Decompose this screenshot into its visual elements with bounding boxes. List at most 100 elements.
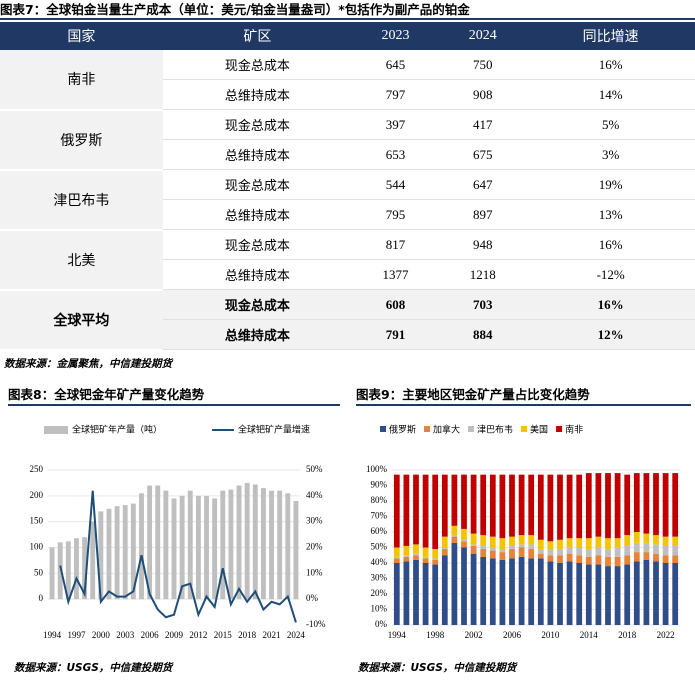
y2-tick-label: 0% [306, 593, 319, 603]
legend-label: 南非 [565, 424, 583, 436]
cell: 现金总成本 [162, 169, 352, 200]
bar-segment [509, 474, 515, 537]
bar [130, 503, 136, 600]
bar-segment [672, 473, 679, 537]
x-tick-label: 2000 [92, 630, 111, 640]
table-source: 数据来源：金属聚焦，中信建投期货 [4, 358, 172, 370]
bar-segment [432, 549, 439, 559]
header-cell: 2024 [439, 22, 527, 50]
bar-segment [547, 474, 554, 542]
header-cell: 国家 [0, 22, 163, 50]
bar-segment [509, 545, 515, 550]
table-row: 总维持成本 797 908 14% [0, 79, 695, 110]
legend-swatch [521, 426, 528, 432]
bar-segment [624, 555, 631, 565]
bar-segment [624, 545, 631, 556]
bar-segment [403, 545, 410, 556]
y-tick-label: 100% [366, 464, 388, 474]
bar-segment [441, 547, 448, 550]
bar-segment [643, 552, 650, 560]
legend-label: 加拿大 [433, 424, 460, 436]
table-row: 俄罗斯 现金总成本 397 417 5% [0, 109, 695, 171]
cell: 1377 [351, 259, 440, 290]
bar-segment [518, 535, 525, 545]
bar-segment [528, 474, 535, 536]
cell: 908 [439, 79, 527, 110]
y-tick-label: 80% [371, 495, 388, 505]
bar-segment [662, 555, 669, 563]
bar-segment [566, 553, 573, 562]
x-tick-label: 2009 [165, 630, 184, 640]
x-tick-label: 2006 [503, 630, 522, 640]
x-tick-label: 2006 [141, 630, 160, 640]
bar-segment [643, 542, 650, 553]
cell: 795 [351, 199, 440, 230]
y-tick-label: 40% [371, 557, 388, 567]
y2-tick-label: 30% [306, 516, 323, 526]
y-tick-label: 0% [375, 619, 388, 629]
bar [65, 541, 71, 600]
bar [277, 490, 283, 600]
header-cell: 2023 [351, 22, 440, 50]
bar-segment [422, 556, 429, 559]
bar-segment [633, 532, 640, 543]
y-tick-label: 0 [39, 593, 44, 603]
bar-segment [585, 564, 592, 625]
bar-segment [624, 474, 631, 536]
bar-segment [393, 563, 400, 625]
bar-segment [470, 545, 477, 554]
legend-label: 全球钯矿产量增速 [238, 424, 310, 436]
x-tick-label: 2012 [189, 630, 207, 640]
cell: 817 [351, 229, 440, 260]
header-cell: 矿区 [162, 22, 352, 50]
bar [49, 547, 55, 600]
bar-segment [489, 547, 496, 551]
bar-segment [432, 559, 439, 565]
cell: 897 [439, 199, 527, 230]
bar-segment [576, 563, 583, 625]
bar-segment [547, 555, 554, 562]
bar-segment [432, 558, 439, 560]
bar-segment [653, 535, 659, 545]
bar-segment [537, 549, 544, 554]
bar-segment [614, 538, 621, 548]
cell: 16% [526, 229, 695, 260]
bar-segment [461, 528, 467, 540]
bar-segment [422, 547, 429, 557]
bar-segment [441, 536, 448, 548]
bar-segment [499, 538, 506, 550]
bar-segment [537, 553, 544, 559]
x-tick-label: 2021 [263, 630, 281, 640]
bar-segment [403, 474, 410, 546]
legend-swatch [44, 426, 68, 434]
bar-segment [432, 474, 439, 550]
chart-source: 数据来源：USGS，中信建投期货 [358, 662, 517, 674]
cell: 总维持成本 [162, 319, 352, 350]
bar [236, 485, 242, 600]
bar [228, 489, 234, 600]
cell: 现金总成本 [162, 50, 352, 80]
bar-segment [422, 474, 429, 548]
chart-title: 图表8：全球钯金年矿产量变化趋势 [8, 384, 340, 406]
bar-segment [489, 474, 496, 537]
bar-segment [509, 558, 515, 625]
bar-segment [595, 564, 602, 625]
y-tick-label: 100 [30, 542, 44, 552]
country-cell: 南非 [0, 50, 163, 111]
cell: 948 [439, 229, 527, 260]
bar [122, 505, 128, 600]
bar-segment [489, 536, 496, 548]
cell: 417 [439, 109, 527, 140]
bar-segment [595, 555, 602, 565]
country-cell: 俄罗斯 [0, 109, 163, 171]
bar-segment [413, 559, 419, 625]
bar-segment [441, 549, 448, 556]
cell: 现金总成本 [162, 289, 352, 320]
cell: 5% [526, 109, 695, 140]
cell: 总维持成本 [162, 79, 352, 110]
cell: 645 [351, 50, 440, 80]
bar-segment [518, 547, 525, 557]
bar-segment [499, 552, 506, 560]
cell: 397 [351, 109, 440, 140]
